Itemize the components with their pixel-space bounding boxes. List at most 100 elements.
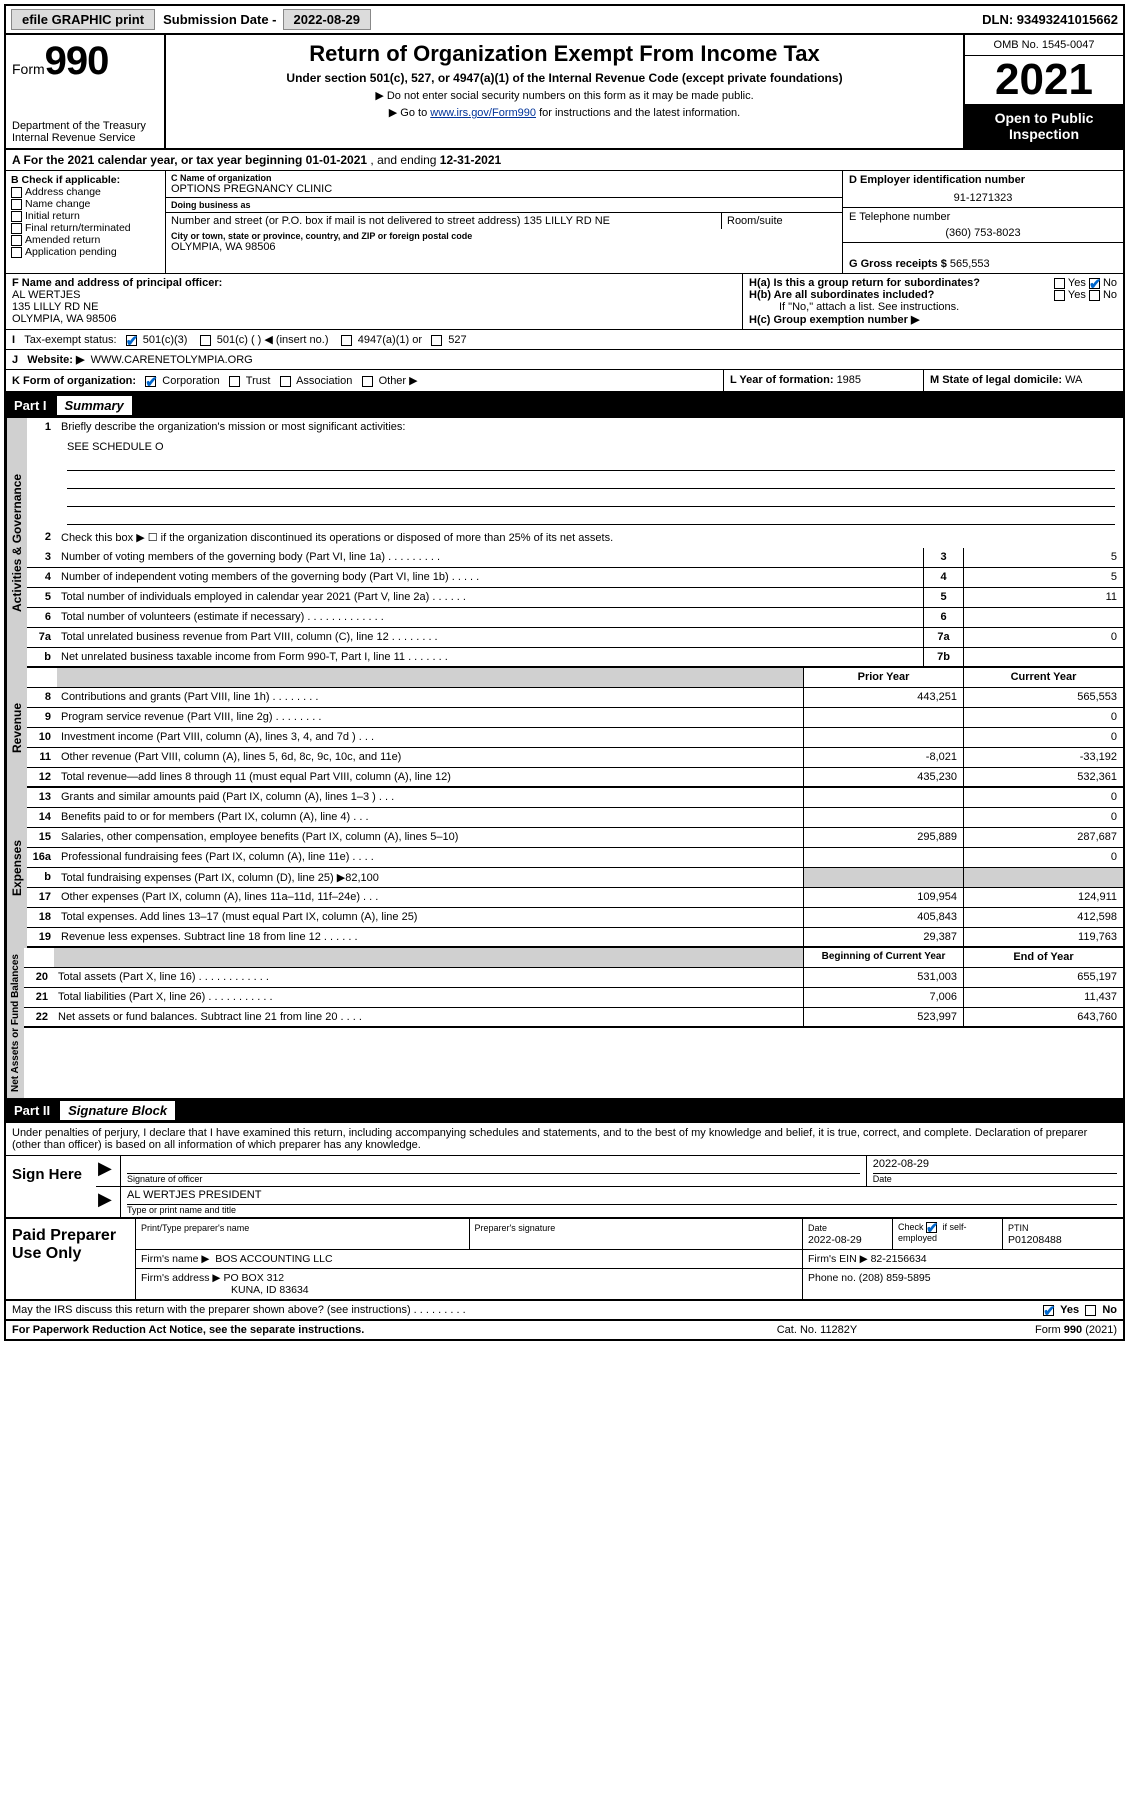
firm-name: BOS ACCOUNTING LLC xyxy=(215,1253,332,1265)
may-discuss: May the IRS discuss this return with the… xyxy=(6,1301,1123,1321)
chk-initial-return[interactable]: Initial return xyxy=(11,210,160,222)
firm-phone: (208) 859-5895 xyxy=(859,1272,931,1284)
hdr-prior: Prior Year xyxy=(803,668,963,687)
phone-label: E Telephone number xyxy=(849,211,950,223)
line15: Salaries, other compensation, employee b… xyxy=(57,828,803,847)
chk-final-return[interactable]: Final return/terminated xyxy=(11,222,160,234)
ptin-label: PTIN xyxy=(1008,1223,1029,1233)
may-no[interactable] xyxy=(1085,1305,1096,1316)
val6 xyxy=(963,608,1123,627)
footer-notice: For Paperwork Reduction Act Notice, see … xyxy=(12,1324,717,1336)
street-label: Number and street (or P.O. box if mail i… xyxy=(171,215,521,227)
form-title: Return of Organization Exempt From Incom… xyxy=(176,41,953,67)
line17: Other expenses (Part IX, column (A), lin… xyxy=(57,888,803,907)
chk-501c[interactable] xyxy=(200,335,211,346)
row-i-tax-status: I Tax-exempt status: 501(c)(3) 501(c) ( … xyxy=(6,330,1123,350)
line20: Total assets (Part X, line 16) . . . . .… xyxy=(54,968,803,987)
chk-amended[interactable]: Amended return xyxy=(11,234,160,246)
ha-yes[interactable] xyxy=(1054,278,1065,289)
may-yes[interactable] xyxy=(1043,1305,1054,1316)
mission-text: SEE SCHEDULE O xyxy=(27,438,1123,528)
form-header: Form990 Department of the Treasury Inter… xyxy=(6,35,1123,150)
topbar: efile GRAPHIC print Submission Date - 20… xyxy=(6,6,1123,35)
form-number: Form990 xyxy=(12,39,158,84)
website[interactable]: WWW.CARENETOLYMPIA.ORG xyxy=(91,354,253,366)
sign-here-label: Sign Here xyxy=(6,1156,96,1217)
paid-preparer-label: Paid Preparer Use Only xyxy=(6,1219,136,1299)
hb-yes[interactable] xyxy=(1054,290,1065,301)
gross-receipts: 565,553 xyxy=(950,258,990,270)
firm-addr2: KUNA, ID 83634 xyxy=(141,1284,309,1296)
part1-header: Part I Summary xyxy=(6,393,1123,418)
val4: 5 xyxy=(963,568,1123,587)
footer: For Paperwork Reduction Act Notice, see … xyxy=(6,1321,1123,1339)
chk-assoc[interactable] xyxy=(280,376,291,387)
efile-print-button[interactable]: efile GRAPHIC print xyxy=(11,9,155,30)
line4: Number of independent voting members of … xyxy=(57,568,923,587)
line18: Total expenses. Add lines 13–17 (must eq… xyxy=(57,908,803,927)
signature-label: Signature of officer xyxy=(127,1174,202,1184)
department: Department of the Treasury Internal Reve… xyxy=(12,120,158,144)
ein-label: D Employer identification number xyxy=(849,174,1025,186)
chk-self-employed[interactable] xyxy=(926,1222,937,1233)
irs-link[interactable]: www.irs.gov/Form990 xyxy=(430,107,536,119)
line16b: Total fundraising expenses (Part IX, col… xyxy=(57,868,803,887)
chk-address-change[interactable]: Address change xyxy=(11,186,160,198)
line6: Total number of volunteers (estimate if … xyxy=(57,608,923,627)
form-note1: ▶ Do not enter social security numbers o… xyxy=(176,89,953,102)
col-de: D Employer identification number 91-1271… xyxy=(843,171,1123,273)
chk-527[interactable] xyxy=(431,335,442,346)
firm-ein: 82-2156634 xyxy=(871,1253,927,1265)
line7b: Net unrelated business taxable income fr… xyxy=(57,648,923,666)
hdr-eoy: End of Year xyxy=(963,948,1123,967)
prep-sig-label: Preparer's signature xyxy=(475,1223,556,1233)
chk-trust[interactable] xyxy=(229,376,240,387)
dba-label: Doing business as xyxy=(171,200,837,210)
chk-other[interactable] xyxy=(362,376,373,387)
row-m-state: M State of legal domicile: WA xyxy=(923,370,1123,391)
form-ref: Form 990 (2021) xyxy=(917,1324,1117,1336)
officer-name: AL WERTJES PRESIDENT xyxy=(127,1189,1117,1205)
org-name-label: C Name of organization xyxy=(171,173,837,183)
line19: Revenue less expenses. Subtract line 18 … xyxy=(57,928,803,946)
hb-no[interactable] xyxy=(1089,290,1100,301)
col-b-checkboxes: B Check if applicable: Address change Na… xyxy=(6,171,166,273)
chk-application-pending[interactable]: Application pending xyxy=(11,246,160,258)
val7b xyxy=(963,648,1123,666)
name-arrow-icon: ▶ xyxy=(96,1187,120,1217)
ha-no[interactable] xyxy=(1089,278,1100,289)
line1-label: Briefly describe the organization's miss… xyxy=(57,418,1123,438)
val5: 11 xyxy=(963,588,1123,607)
line14: Benefits paid to or for members (Part IX… xyxy=(57,808,803,827)
omb-number: OMB No. 1545-0047 xyxy=(965,35,1123,56)
side-expenses: Expenses xyxy=(6,788,27,948)
prep-date-label: Date xyxy=(808,1223,827,1233)
chk-4947[interactable] xyxy=(341,335,352,346)
line16a: Professional fundraising fees (Part IX, … xyxy=(57,848,803,867)
val7a: 0 xyxy=(963,628,1123,647)
side-net-assets: Net Assets or Fund Balances xyxy=(6,948,24,1098)
sig-arrow-icon: ▶ xyxy=(96,1156,120,1186)
public-inspection: Open to Public Inspection xyxy=(965,104,1123,148)
line9: Program service revenue (Part VIII, line… xyxy=(57,708,803,727)
phone: (360) 753-8023 xyxy=(849,223,1117,239)
row-h-group: H(a) Is this a group return for subordin… xyxy=(743,274,1123,329)
org-name: OPTIONS PREGNANCY CLINIC xyxy=(171,183,332,195)
line21: Total liabilities (Part X, line 26) . . … xyxy=(54,988,803,1007)
hdr-curr: Current Year xyxy=(963,668,1123,687)
chk-corp[interactable] xyxy=(145,376,156,387)
row-j-website: J Website: ▶ WWW.CARENETOLYMPIA.ORG xyxy=(6,350,1123,370)
ptin: P01208488 xyxy=(1008,1234,1062,1246)
hdr-boy: Beginning of Current Year xyxy=(803,948,963,967)
row-f-officer: F Name and address of principal officer:… xyxy=(6,274,743,329)
tax-year: 2021 xyxy=(965,56,1123,104)
chk-name-change[interactable]: Name change xyxy=(11,198,160,210)
form-subtitle: Under section 501(c), 527, or 4947(a)(1)… xyxy=(176,71,953,85)
side-activities: Activities & Governance xyxy=(6,418,27,668)
firm-addr1: PO BOX 312 xyxy=(223,1272,284,1284)
gross-receipts-label: G Gross receipts $ xyxy=(849,258,950,270)
row-l-year: L Year of formation: 1985 xyxy=(723,370,923,391)
chk-501c3[interactable] xyxy=(126,335,137,346)
col-c-org-info: C Name of organization OPTIONS PREGNANCY… xyxy=(166,171,843,273)
line13: Grants and similar amounts paid (Part IX… xyxy=(57,788,803,807)
